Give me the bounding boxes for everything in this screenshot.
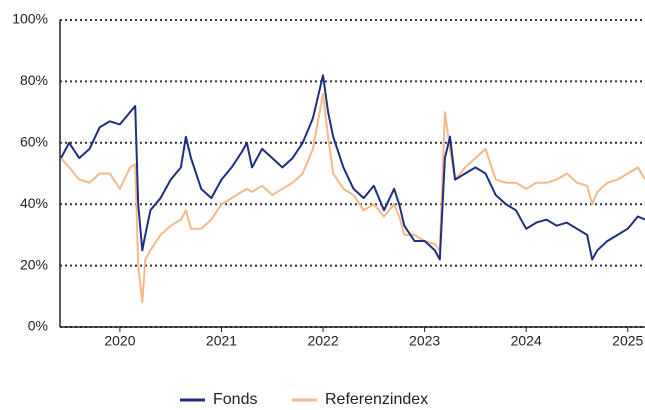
y-tick-label: 40% xyxy=(20,195,48,211)
x-tick-label: 2021 xyxy=(206,333,237,349)
series-line xyxy=(60,92,645,304)
legend-label: Fonds xyxy=(213,391,257,408)
legend-label: Referenzindex xyxy=(325,391,428,408)
y-tick-label: 60% xyxy=(20,134,48,150)
x-tick-label: 2023 xyxy=(409,333,440,349)
y-tick-label: 20% xyxy=(20,256,48,272)
x-tick-label: 2020 xyxy=(104,333,135,349)
y-tick-label: 0% xyxy=(28,318,48,334)
x-tick-label: 2025 xyxy=(612,333,643,349)
x-tick-label: 2024 xyxy=(511,333,542,349)
series-line xyxy=(60,74,645,261)
y-tick-label: 100% xyxy=(12,11,48,27)
y-tick-label: 80% xyxy=(20,72,48,88)
x-tick-label: 2022 xyxy=(307,333,338,349)
